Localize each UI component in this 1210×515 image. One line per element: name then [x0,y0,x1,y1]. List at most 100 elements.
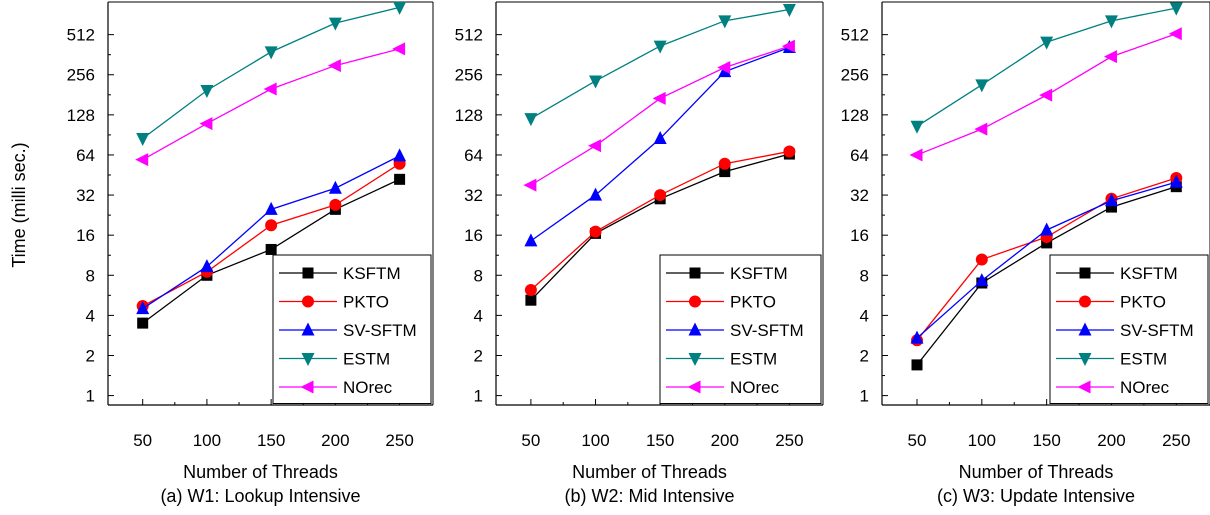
y-tick-label: 2 [474,346,483,365]
y-tick-label: 64 [850,146,869,165]
y-tick-label: 8 [474,266,483,285]
data-point-sv-sftm [264,201,278,215]
x-tick-label: 100 [193,431,221,450]
legend-marker-sv-sftm [301,322,315,336]
data-point-norec [909,148,923,162]
y-tick-label: 64 [464,146,483,165]
y-tick-label: 32 [850,186,869,205]
legend-label: KSFTM [730,264,788,283]
x-tick-label: 50 [908,431,927,450]
data-point-pkto [589,225,602,238]
x-tick-label: 250 [1162,431,1190,450]
data-point-norec [1103,50,1117,64]
y-tick-label: 16 [464,226,483,245]
data-point-estm [1104,15,1118,29]
y-tick-label: 128 [841,106,869,125]
y-tick-label: 128 [455,106,483,125]
legend-label: NOrec [730,378,780,397]
data-point-norec [1039,88,1053,102]
legend-box [1049,254,1209,404]
y-tick-label: 8 [860,266,869,285]
legend-marker-estm [1078,353,1092,366]
legend-marker-sv-sftm [688,322,702,336]
data-point-estm [653,40,667,54]
chart-panel-w3: 1 2 4 8 16 32 64 128 256 512 50 100 150 200 250 Number … [841,1,1210,506]
legend-marker-estm [688,353,702,366]
series-line-estm [530,8,790,120]
y-tick-label: 512 [455,26,483,45]
y-tick-label: 8 [86,266,95,285]
x-tick-label: 50 [521,431,540,450]
data-point-estm [136,133,150,147]
data-point-estm [718,15,732,29]
data-point-sv-sftm [653,131,667,145]
data-point-estm [200,84,214,98]
data-point-ksftm [265,243,277,255]
chart-panel-w1: 1 2 4 8 16 32 64 128 256 512 50 100 150 200 250 Number … [9,1,434,506]
legend-label: PKTO [1120,293,1166,312]
data-point-estm [589,75,603,89]
data-point-sv-sftm [524,233,538,247]
data-point-norec [392,42,406,56]
x-tick-label: 150 [257,431,285,450]
legend-label: NOrec [1120,378,1170,397]
y-tick-label: 16 [850,226,869,245]
y-tick-label: 512 [67,26,95,45]
data-point-pkto [654,189,667,202]
data-point-sv-sftm [136,301,150,315]
x-tick-label: 100 [968,431,996,450]
data-point-estm [1169,2,1183,16]
y-tick-label: 4 [860,306,869,325]
legend-label: ESTM [730,350,777,369]
data-point-estm [264,46,278,60]
legend-marker-pkto [302,295,314,308]
y-tick-label: 256 [67,66,95,85]
y-tick-label: 32 [464,186,483,205]
legend-label: NOrec [343,378,393,397]
data-point-norec [135,153,149,167]
x-axis-title: Number of Threads [572,462,727,482]
series-line-estm [142,6,400,140]
legend-marker-sv-sftm [1078,322,1092,336]
legend-marker-norec [1077,380,1091,394]
data-point-pkto [265,219,278,232]
data-point-sv-sftm [200,259,214,273]
data-point-estm [524,113,538,127]
legend-marker-norec [687,380,701,394]
data-point-estm [328,17,342,31]
data-point-norec [523,178,537,192]
y-tick-label: 512 [841,26,869,45]
data-point-norec [781,39,795,53]
data-point-norec [327,59,341,73]
figure-caption: (a) W1: Lookup Intensive [160,486,360,506]
x-axis-title: Number of Threads [183,462,338,482]
x-tick-label: 50 [133,431,152,450]
series-line-sv-sftm [530,46,790,242]
legend-marker-estm [301,353,315,366]
legend-marker-pkto [1079,295,1091,308]
data-point-ksftm [525,294,537,306]
legend-marker-ksftm [302,267,314,279]
data-point-ksftm [394,173,406,185]
data-point-sv-sftm [1104,193,1118,207]
legend-label: PKTO [343,293,389,312]
legend-label: ESTM [343,350,390,369]
legend-marker-pkto [689,295,701,308]
series-line-estm [916,7,1177,127]
data-point-norec [652,91,666,105]
y-tick-label: 16 [76,226,95,245]
legend-label: PKTO [730,293,776,312]
data-point-sv-sftm [910,330,924,344]
y-tick-label: 1 [860,387,869,406]
data-point-sv-sftm [328,180,342,194]
legend-box [272,254,432,404]
y-tick-label: 32 [76,186,95,205]
legend-label: KSFTM [343,264,401,283]
x-tick-label: 150 [1032,431,1060,450]
figure-caption: (c) W3: Update Intensive [937,486,1135,506]
x-tick-label: 200 [1097,431,1125,450]
x-tick-label: 150 [646,431,674,450]
data-point-norec [717,61,731,75]
data-point-sv-sftm [393,148,407,162]
